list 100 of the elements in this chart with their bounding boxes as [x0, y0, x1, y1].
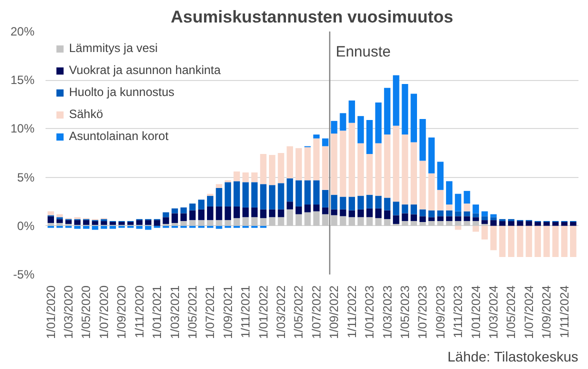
bar: [296, 206, 302, 214]
bar: [278, 217, 284, 226]
bar: [402, 204, 408, 214]
bar: [242, 207, 249, 218]
bar: [348, 196, 356, 210]
bar: [481, 216, 488, 220]
bar: [180, 207, 187, 214]
x-tick-label: 1/01/2022: [256, 285, 270, 339]
bar: [446, 216, 452, 222]
x-tick-label: 1/09/2023: [433, 285, 448, 339]
x-tick-label: 1/07/2023: [416, 285, 430, 339]
bar: [216, 226, 222, 229]
bar: [242, 217, 249, 226]
bar: [162, 212, 170, 218]
bar: [490, 214, 497, 218]
bar: [145, 226, 152, 230]
bar: [234, 171, 240, 182]
bar: [206, 220, 214, 226]
bar: [268, 217, 276, 226]
bar: [472, 204, 479, 214]
y-tick-label: 0%: [17, 218, 35, 233]
bar: [446, 210, 452, 216]
bar: [251, 172, 258, 182]
bar: [464, 221, 470, 226]
legend-label: Vuokrat ja asunnon hankinta: [69, 63, 221, 77]
bar: [490, 226, 497, 250]
bar: [384, 134, 390, 198]
bar: [260, 218, 266, 226]
bar: [260, 209, 266, 218]
bar: [392, 126, 400, 202]
bar: [313, 138, 320, 180]
x-tick-label: 1/11/2022: [344, 285, 359, 338]
bar: [348, 122, 356, 197]
bar: [74, 220, 81, 225]
bar: [83, 226, 90, 229]
bar: [56, 219, 63, 223]
bar: [180, 221, 187, 226]
bar: [516, 226, 524, 258]
y-tick-label: 15%: [10, 73, 35, 88]
bar: [437, 210, 444, 216]
bar: [366, 120, 373, 154]
bar: [340, 130, 346, 197]
bar: [508, 226, 514, 258]
bar: [384, 210, 390, 220]
bar: [162, 217, 170, 224]
bar: [437, 162, 444, 190]
bar: [74, 226, 81, 229]
bar: [234, 181, 240, 206]
bar: [340, 196, 346, 210]
bar: [313, 204, 320, 212]
bar: [234, 218, 240, 226]
bar: [251, 217, 258, 226]
x-tick-label: 1/11/2023: [451, 285, 466, 338]
x-tick-label: 1/09/2020: [114, 285, 129, 339]
bar: [268, 154, 276, 186]
bar: [278, 209, 284, 218]
bar: [437, 190, 444, 210]
legend-label: Huolto ja kunnostus: [69, 85, 174, 99]
bar: [296, 180, 302, 206]
bar: [286, 209, 294, 226]
bar: [534, 226, 541, 258]
bar: [481, 220, 488, 224]
x-tick-label: 1/09/2024: [540, 285, 554, 339]
bar: [358, 217, 364, 226]
bar: [375, 102, 382, 144]
bar: [570, 226, 576, 258]
bar: [313, 211, 320, 226]
bar: [358, 143, 364, 196]
bar: [313, 180, 320, 205]
bar: [92, 226, 98, 230]
bar: [304, 147, 311, 180]
bar: [100, 221, 108, 225]
bar: [490, 217, 497, 220]
bar: [366, 154, 373, 195]
bar: [216, 206, 222, 220]
bar: [118, 222, 125, 225]
bar: [136, 226, 143, 229]
bar: [48, 211, 54, 216]
bar: [348, 217, 356, 226]
bar: [189, 220, 196, 226]
bar: [48, 222, 54, 226]
bar: [48, 216, 54, 223]
bar: [304, 180, 311, 205]
bar: [145, 220, 152, 225]
bar: [322, 207, 328, 214]
bar: [304, 204, 311, 212]
bar: [419, 209, 426, 216]
bar: [419, 118, 426, 161]
bar: [402, 134, 408, 205]
bar: [410, 221, 418, 226]
bar: [136, 220, 143, 225]
bar: [481, 211, 488, 216]
bar: [154, 220, 160, 226]
bar: [322, 190, 328, 208]
bar: [410, 142, 418, 205]
bar: [454, 221, 462, 226]
y-tick-label: -5%: [13, 268, 35, 282]
x-tick-label: 1/05/2022: [292, 285, 306, 339]
bar: [366, 208, 373, 218]
bar: [322, 214, 328, 226]
